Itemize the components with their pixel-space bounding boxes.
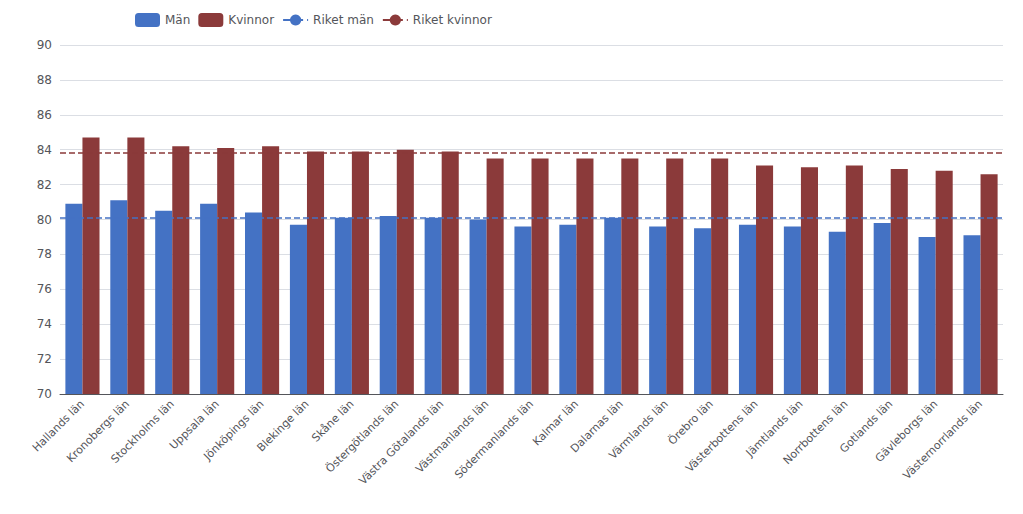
svg-text:Dalarnas län: Dalarnas län [568, 397, 626, 456]
svg-text:Hallands län: Hallands län [30, 397, 87, 455]
svg-text:80: 80 [37, 213, 52, 227]
svg-text:Jönköpings län: Jönköpings län [201, 397, 267, 463]
svg-text:70: 70 [37, 387, 52, 401]
svg-text:78: 78 [37, 247, 52, 261]
svg-text:Riket kvinnor: Riket kvinnor [413, 13, 492, 27]
svg-text:Jämtlands län: Jämtlands län [743, 397, 806, 460]
svg-text:Norrbottens län: Norrbottens län [781, 397, 851, 467]
svg-text:Östergötlands län: Östergötlands län [323, 397, 401, 475]
svg-text:88: 88 [37, 73, 52, 87]
svg-text:76: 76 [37, 282, 52, 296]
svg-text:Västerbottens län: Västerbottens län [683, 397, 761, 475]
svg-text:Kronobergs län: Kronobergs län [64, 397, 132, 466]
svg-text:Män: Män [165, 13, 190, 27]
svg-text:Blekinge län: Blekinge län [255, 397, 312, 454]
svg-text:Västernorrlands län: Västernorrlands län [901, 397, 986, 482]
svg-text:Södermanlands län: Södermanlands län [452, 397, 536, 481]
svg-text:Västmanlands län: Västmanlands län [413, 397, 491, 475]
svg-text:Västra Götalands län: Västra Götalands län [356, 397, 446, 487]
svg-text:Gotlands län: Gotlands län [837, 397, 896, 456]
svg-text:74: 74 [37, 317, 52, 331]
svg-text:Uppsala län: Uppsala län [167, 397, 222, 453]
svg-text:86: 86 [37, 108, 52, 122]
svg-text:Örebro län: Örebro län [665, 397, 716, 448]
svg-text:Stockholms län: Stockholms län [108, 397, 176, 465]
svg-text:84: 84 [37, 143, 52, 157]
svg-text:Kalmar län: Kalmar län [530, 397, 581, 449]
svg-text:90: 90 [37, 38, 52, 52]
svg-text:72: 72 [37, 352, 52, 366]
svg-text:Riket män: Riket män [313, 13, 374, 27]
svg-text:Värmlands län: Värmlands län [606, 397, 670, 461]
svg-text:Kvinnor: Kvinnor [228, 13, 274, 27]
svg-text:Skåne län: Skåne län [309, 397, 356, 444]
svg-text:82: 82 [37, 178, 52, 192]
svg-text:Gävleborgs län: Gävleborgs län [872, 397, 941, 465]
